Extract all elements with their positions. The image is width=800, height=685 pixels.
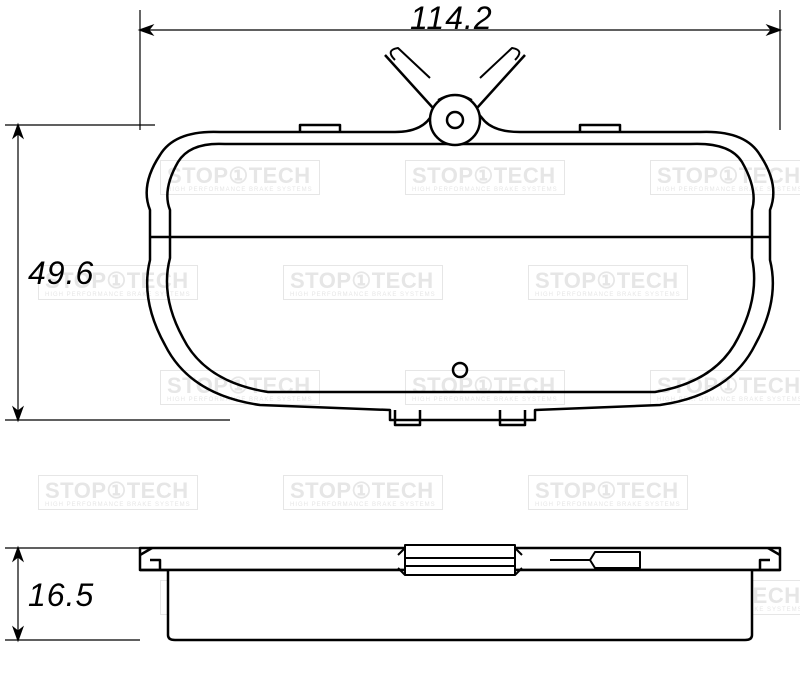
technical-drawing: STOP①TECHHIGH PERFORMANCE BRAKE SYSTEMS … xyxy=(0,0,800,685)
thickness-value: 16.5 xyxy=(28,577,94,614)
brake-pad-side-view xyxy=(140,545,780,640)
width-value: 114.2 xyxy=(410,0,493,37)
drawing-svg xyxy=(0,0,800,685)
height-value: 49.6 xyxy=(28,255,94,292)
brake-pad-front-view xyxy=(147,48,774,425)
